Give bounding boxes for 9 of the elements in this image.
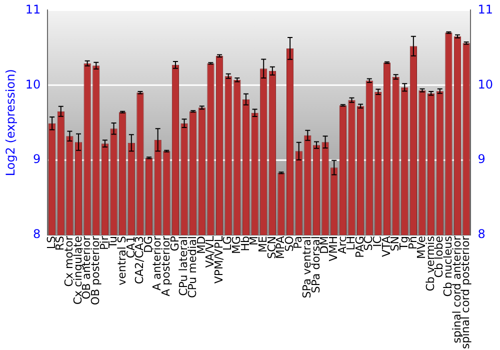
y2-tick-label: 8 [478,227,486,242]
y2-tick-label: 9 [478,152,486,166]
y-tick-label: 8 [33,227,41,242]
y-tick-label: 9 [33,152,41,166]
y-tick-label: 11 [25,2,41,16]
y2-tick-label: 10 [478,77,494,92]
y-axis-title: Log2 (expression) [3,69,18,176]
y-tick-label: 10 [25,77,41,92]
y2-tick-label: 11 [478,2,494,16]
